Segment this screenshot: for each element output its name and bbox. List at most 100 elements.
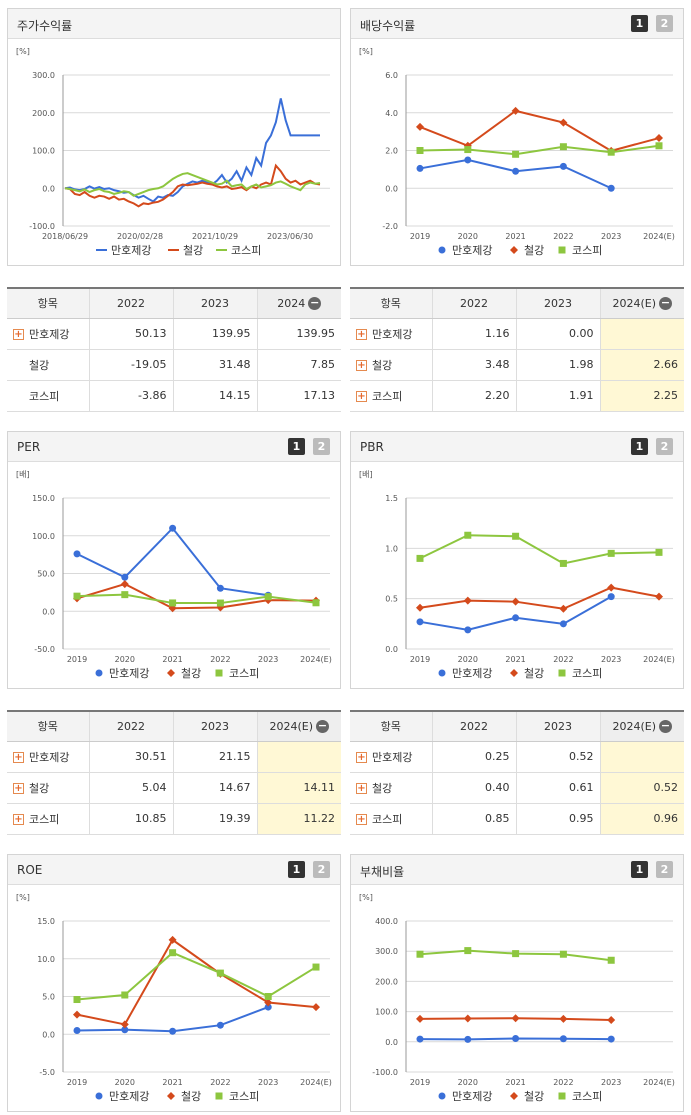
x-tick-label: 2024(E) — [643, 655, 675, 664]
collapse-icon[interactable]: − — [659, 719, 673, 733]
legend-label: 만호제강 — [109, 667, 149, 680]
header-label: 항목 — [37, 720, 58, 734]
data-point — [559, 1035, 567, 1043]
value-cell: 21.15 — [172, 741, 257, 773]
expand-icon[interactable]: + — [13, 329, 24, 340]
data-point — [73, 1026, 81, 1034]
value-cell: 14.15 — [172, 380, 257, 412]
data-point — [512, 167, 520, 175]
value-cell: 2.66 — [599, 349, 684, 381]
legend-label: 철강 — [181, 667, 201, 680]
y-tick-label: -50.0 — [34, 645, 55, 654]
x-tick-label: 2021 — [162, 655, 182, 664]
data-point — [264, 1003, 272, 1011]
y-tick-label: 0.0 — [385, 184, 398, 193]
view-1-button[interactable]: 1 — [631, 861, 648, 878]
header-label: 2023 — [201, 719, 229, 733]
view-1-button[interactable]: 1 — [288, 438, 305, 455]
data-point — [264, 993, 272, 1000]
view-1-button[interactable]: 1 — [631, 15, 648, 32]
column-header: 2023 — [515, 711, 600, 742]
legend-swatch — [215, 1092, 223, 1100]
pbr-table: 항목 2022 2023 2024(E) − + 만호제강 0.25 0.52 + 철강 0.40 0.… — [350, 710, 684, 835]
data-point — [464, 626, 472, 634]
x-tick-label: 2023 — [601, 1078, 621, 1087]
panel-header: 주가수익률 — [8, 9, 340, 39]
data-point — [464, 146, 472, 154]
expand-icon[interactable]: + — [13, 814, 24, 825]
data-point — [559, 950, 567, 958]
table-row: + 철강 0.40 0.61 0.52 — [350, 772, 684, 804]
column-header: 2023 — [172, 711, 257, 742]
value-cell — [599, 741, 684, 773]
panel-header: 부채비율 1 2 — [351, 855, 683, 885]
expand-icon[interactable]: + — [356, 360, 367, 371]
y-tick-label: 300.0 — [375, 947, 398, 956]
expand-icon[interactable]: + — [356, 391, 367, 402]
header-label: 2022 — [460, 296, 488, 310]
dividend-yield-panel: 배당수익률 1 2 [%] -2.0 0.0 2.0 4.0 6.0 2019 2020 202… — [350, 8, 684, 266]
debt-ratio-chart: [%] -100.0 0.0 100.0 200.0 300.0 400.0 2019 2020… — [359, 893, 675, 1103]
value-cell: 1.98 — [515, 349, 600, 381]
view-1-button[interactable]: 1 — [631, 438, 648, 455]
header-label: 항목 — [380, 297, 401, 311]
legend-label: 철강 — [524, 244, 544, 257]
expand-icon[interactable]: + — [356, 814, 367, 825]
view-2-button[interactable]: 2 — [656, 15, 673, 32]
data-point — [559, 559, 567, 567]
x-tick-label: 2021 — [162, 1078, 182, 1087]
data-point — [464, 947, 472, 955]
expand-icon[interactable]: + — [356, 329, 367, 340]
x-tick-label: 2022 — [210, 1078, 230, 1087]
expand-icon[interactable]: + — [13, 783, 24, 794]
y-tick-label: 1.0 — [385, 544, 398, 553]
value-cell: 139.95 — [172, 318, 257, 350]
data-point — [264, 998, 273, 1007]
data-point — [416, 950, 424, 958]
legend-label: 코스피 — [231, 244, 261, 257]
data-point — [655, 548, 663, 556]
value-cell: 2.20 — [431, 380, 516, 412]
collapse-icon[interactable]: − — [316, 719, 330, 733]
legend-label: 코스피 — [572, 244, 602, 257]
data-point — [559, 118, 568, 127]
view-2-button[interactable]: 2 — [656, 438, 673, 455]
view-2-button[interactable]: 2 — [656, 861, 673, 878]
data-point — [607, 593, 615, 601]
column-header: 2024− — [256, 288, 341, 319]
per-table: 항목 2022 2023 2024(E) − + 만호제강 30.51 21.15 + 철강 5.04… — [7, 710, 341, 835]
x-tick-label: 2020 — [458, 1078, 478, 1087]
panel-title: ROE — [17, 863, 43, 877]
panel-header: PER 1 2 — [8, 432, 340, 462]
value-cell: 50.13 — [88, 318, 173, 350]
view-2-button[interactable]: 2 — [313, 438, 330, 455]
collapse-icon[interactable]: − — [308, 296, 322, 310]
collapse-icon[interactable]: − — [659, 296, 673, 310]
view-1-button[interactable]: 1 — [288, 861, 305, 878]
data-point — [216, 584, 224, 592]
data-point — [121, 573, 129, 581]
x-tick-label: 2020 — [458, 232, 478, 241]
expand-icon[interactable]: + — [13, 752, 24, 763]
y-tick-label: 2.0 — [385, 147, 398, 156]
x-tick-label: 2019 — [67, 655, 87, 664]
x-tick-label: 2022 — [210, 655, 230, 664]
legend-swatch — [510, 669, 518, 677]
expand-icon[interactable]: + — [356, 783, 367, 794]
panel-title: 배당수익률 — [360, 19, 416, 33]
x-tick-label: 2023 — [601, 232, 621, 241]
view-2-button[interactable]: 2 — [313, 861, 330, 878]
row-label: 만호제강 — [29, 750, 70, 764]
panel-header: PBR 1 2 — [351, 432, 683, 462]
legend-label: 코스피 — [572, 667, 602, 680]
legend-label: 철강 — [524, 667, 544, 680]
legend-swatch — [167, 1092, 175, 1100]
row-label: 만호제강 — [29, 327, 70, 341]
column-header: 항목 — [7, 288, 89, 319]
data-point — [312, 963, 320, 971]
x-tick-label: 2019 — [67, 1078, 87, 1087]
data-point — [312, 599, 320, 607]
expand-icon[interactable]: + — [356, 752, 367, 763]
data-point — [216, 1021, 224, 1029]
value-cell — [256, 741, 341, 773]
